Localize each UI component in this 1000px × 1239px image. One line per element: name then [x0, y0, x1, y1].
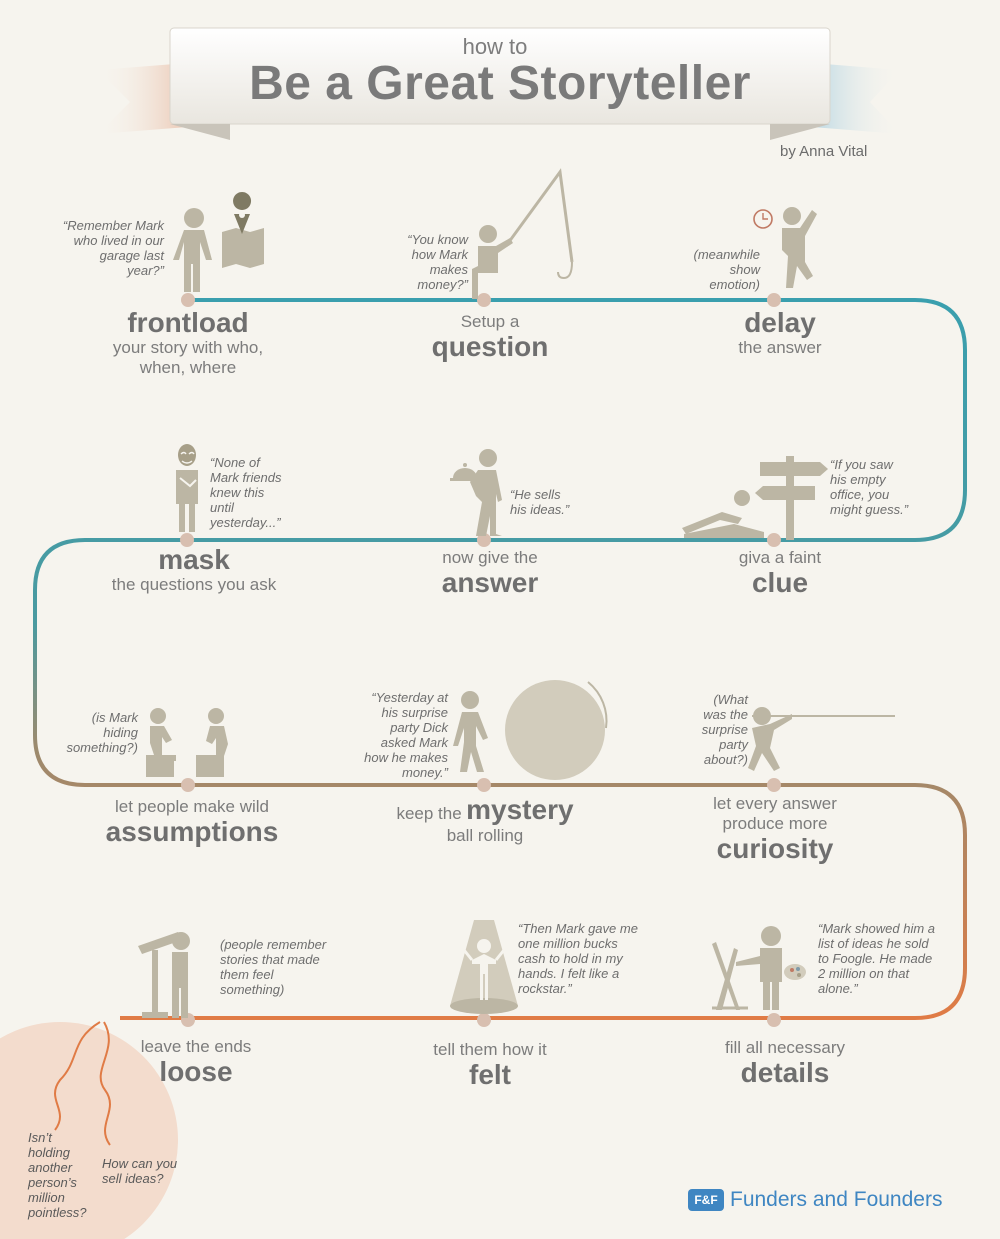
leaning-person-icon — [782, 207, 817, 288]
map-icon — [222, 228, 264, 268]
step-label: giva a faint clue — [690, 548, 870, 598]
path-node — [767, 293, 781, 307]
path-node — [477, 533, 491, 547]
step-label: Setup a question — [390, 312, 590, 362]
step-label: delay the answer — [690, 308, 870, 358]
step-detail: let people make wild — [114, 797, 270, 816]
step-quote: (people remember stories that made them … — [220, 937, 327, 997]
fishing-rod-icon — [504, 168, 574, 263]
ball-icon — [505, 680, 608, 780]
step-detail: the questions you ask — [111, 575, 277, 594]
end-question: How can you sell ideas? — [102, 1156, 178, 1186]
step-keyword: mystery — [466, 794, 574, 825]
step-quote: (What was the surprise party about?) — [701, 692, 748, 767]
step-quote: “You know how Mark makes money?” — [407, 232, 468, 292]
step-quote: “Remember Mark who lived in our garage l… — [62, 218, 164, 278]
spotlight-icon — [450, 920, 518, 1014]
step-keyword: delay — [744, 307, 816, 338]
step-detail: keep the — [396, 804, 462, 823]
sitting-people-icon — [146, 708, 228, 777]
page-title: Be a Great Storyteller — [249, 57, 751, 110]
brand-name: Funders and Founders — [730, 1188, 943, 1211]
step-label: now give the answer — [390, 548, 590, 598]
step-detail: tell them how it — [433, 1040, 547, 1059]
step-detail: now give the — [442, 548, 538, 567]
step-keyword: assumptions — [105, 816, 279, 847]
byline: by Anna Vital — [780, 143, 868, 160]
step-quote: “He sells his ideas.” — [510, 487, 570, 517]
step-quote: “Yesterday at his surprise party Dick as… — [364, 690, 448, 780]
question-thread — [99, 1021, 111, 1146]
step-detail: let every answer produce more — [713, 794, 837, 833]
step-keyword: mask — [158, 544, 230, 575]
step-keyword: loose — [159, 1056, 233, 1087]
step-keyword: details — [740, 1057, 830, 1088]
funders-founders-logo-icon: F&F — [688, 1189, 724, 1212]
walking-person-icon — [453, 691, 488, 772]
path-node — [181, 778, 195, 792]
step-keyword: clue — [751, 567, 809, 598]
corner-circle — [0, 1022, 178, 1239]
standing-person-icon — [176, 470, 198, 532]
step-detail: leave the ends — [140, 1037, 252, 1056]
step-detail: your story with who, when, where — [112, 338, 264, 377]
end-question: Isn’t holding another person’s million p… — [28, 1130, 87, 1220]
clock-icon — [753, 209, 773, 229]
easel-icon — [712, 942, 748, 1010]
step-detail: Setup a — [460, 312, 520, 331]
step-label: fill all necessary details — [690, 1038, 880, 1088]
signpost-icon — [755, 456, 828, 540]
mask-icon — [178, 444, 196, 466]
step-quote: “Then Mark gave me one million bucks cas… — [518, 921, 638, 996]
step-label: tell them how it felt — [390, 1040, 590, 1090]
cloche-icon — [450, 463, 480, 481]
fisherman-icon — [472, 225, 513, 299]
step-keyword: question — [431, 331, 549, 362]
story-path — [33, 298, 967, 1020]
step-label: mask the questions you ask — [94, 545, 294, 595]
painter-icon — [736, 926, 782, 1010]
path-node — [767, 533, 781, 547]
step-label: let every answer produce more curiosity — [695, 794, 855, 864]
reclining-person-icon — [682, 490, 764, 538]
step-keyword: frontload — [127, 307, 249, 338]
path-node — [767, 1013, 781, 1027]
step-label: leave the ends loose — [96, 1037, 296, 1087]
map-pin-icon — [233, 192, 252, 234]
path-node — [477, 1013, 491, 1027]
path-node — [180, 533, 194, 547]
step-quote: (meanwhile show emotion) — [693, 247, 760, 292]
walking-person-icon — [173, 208, 212, 292]
step-keyword: answer — [441, 567, 539, 598]
step-detail: fill all necessary — [725, 1038, 845, 1057]
path-node — [181, 293, 195, 307]
question-thread — [54, 1021, 101, 1131]
waiter-icon — [470, 449, 502, 536]
path-node — [477, 293, 491, 307]
telescope-icon — [138, 932, 182, 1018]
path-node — [767, 778, 781, 792]
step-label: frontload your story with who, when, whe… — [88, 308, 288, 378]
palette-icon — [784, 964, 806, 980]
step-detail: the answer — [738, 338, 822, 357]
step-heading: keep the mystery — [370, 794, 600, 826]
step-quote: “If you saw his empty office, you might … — [830, 457, 909, 517]
step-detail: ball rolling — [446, 826, 524, 845]
step-quote: “Mark showed him a list of ideas he sold… — [818, 921, 936, 996]
step-detail: giva a faint — [738, 548, 822, 567]
title-prefix: how to — [462, 34, 528, 59]
step-quote: “None of Mark friends knew this until ye… — [210, 455, 282, 530]
title-ribbon — [98, 27, 900, 140]
step-label: let people make wild assumptions — [92, 797, 292, 847]
path-node — [477, 778, 491, 792]
step-quote: (is Mark hiding something?) — [66, 710, 138, 755]
brand[interactable]: F&F Funders and Founders — [688, 1188, 978, 1212]
step-label: keep the mystery ball rolling — [370, 794, 600, 846]
step-keyword: felt — [469, 1059, 511, 1090]
person-looking-icon — [172, 932, 190, 1018]
step-keyword: curiosity — [716, 833, 834, 864]
